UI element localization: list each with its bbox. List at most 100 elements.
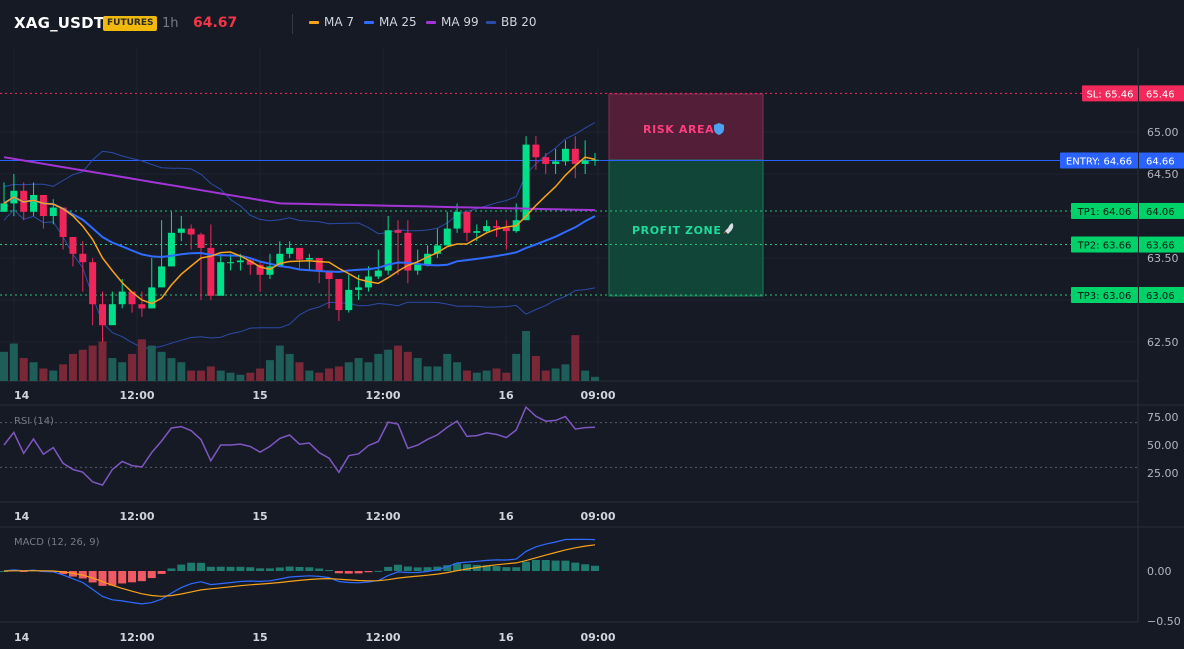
risk-area-zone bbox=[609, 94, 763, 160]
volume-bar bbox=[98, 341, 107, 381]
price-tick-label: 64.50 bbox=[1147, 168, 1179, 181]
volume-bar bbox=[118, 362, 127, 381]
volume-bar bbox=[522, 331, 531, 381]
volume-bar bbox=[354, 358, 363, 381]
ma7-swatch-icon bbox=[309, 20, 319, 24]
macd-histogram-bar bbox=[443, 565, 452, 571]
volume-bar bbox=[334, 366, 343, 381]
entry-tag-text: ENTRY: 64.66 bbox=[1066, 157, 1132, 168]
volume-bar bbox=[541, 370, 550, 381]
bb-upper-line bbox=[3, 122, 596, 235]
level-tags: SL: 65.46 ENTRY: 64.66 TP1: 64.06 TP2: 63.6… bbox=[1060, 85, 1184, 303]
volume-bar bbox=[275, 345, 284, 381]
macd-histogram-bar bbox=[88, 571, 97, 583]
volume-bar bbox=[9, 343, 18, 381]
macd-pane[interactable]: MACD (12, 26, 9) 0.00 −0.50 bbox=[0, 537, 1181, 628]
legend-ma25[interactable]: MA 25 bbox=[364, 15, 417, 29]
candle-body bbox=[0, 203, 8, 212]
sl-tag-text: SL: 65.46 bbox=[1086, 89, 1133, 100]
time-tick-label: 16 bbox=[498, 631, 514, 644]
volume-bar bbox=[78, 349, 87, 381]
candle-body bbox=[187, 228, 195, 235]
trade-zones: RISK AREA PROFIT ZONE bbox=[608, 93, 764, 297]
macd-histogram-bar bbox=[492, 566, 501, 571]
volume-bar bbox=[453, 362, 462, 381]
time-axis-main[interactable]: 14 12:00 15 12:00 16 09:00 bbox=[14, 389, 616, 402]
volume-bar bbox=[0, 351, 8, 381]
futures-badge: FUTURES bbox=[103, 16, 158, 31]
candle-body bbox=[167, 232, 175, 267]
ma99-swatch-icon bbox=[426, 20, 436, 24]
macd-histogram-bar bbox=[256, 568, 265, 571]
candle-body bbox=[69, 237, 77, 254]
macd-histogram-bar bbox=[502, 567, 511, 571]
macd-histogram-bar bbox=[226, 566, 235, 571]
symbol-title[interactable]: XAG_USDT bbox=[14, 14, 105, 32]
ma7-line bbox=[3, 156, 596, 305]
volume-bar bbox=[462, 370, 471, 381]
tp1-tag-text: TP1: 64.06 bbox=[1077, 207, 1132, 218]
macd-histogram-bar bbox=[364, 571, 373, 573]
volume-bar bbox=[157, 351, 166, 381]
volume-bar bbox=[108, 358, 117, 381]
macd-histogram-bar bbox=[325, 570, 334, 572]
volume-bar bbox=[285, 353, 294, 381]
macd-histogram-bar bbox=[128, 571, 137, 583]
candle-body bbox=[374, 270, 382, 277]
candle-body bbox=[581, 160, 589, 164]
rsi-title: RSI (14) bbox=[14, 416, 54, 427]
time-tick-label: 12:00 bbox=[119, 389, 154, 402]
profit-zone-border bbox=[608, 159, 764, 297]
tp3-tag bbox=[1071, 286, 1138, 303]
candle-body bbox=[384, 230, 392, 271]
volume-bar bbox=[581, 370, 590, 381]
candle-body bbox=[325, 270, 333, 279]
macd-histogram-bar bbox=[344, 571, 353, 574]
volume-bar bbox=[325, 368, 334, 381]
ma99-line bbox=[3, 156, 596, 212]
tp1-tag bbox=[1071, 202, 1138, 219]
legend-ma7[interactable]: MA 7 bbox=[309, 15, 354, 29]
legend-bb20[interactable]: BB 20 bbox=[486, 15, 537, 29]
price-tick-label: 65.00 bbox=[1147, 126, 1179, 139]
volume-bar bbox=[256, 368, 265, 381]
macd-histogram-bar bbox=[315, 568, 324, 571]
macd-histogram-bar bbox=[522, 561, 531, 571]
rsi-pane[interactable]: RSI (14) 75.00 50.00 25.00 bbox=[0, 405, 1179, 486]
candle-body bbox=[443, 228, 451, 246]
legend-ma99[interactable]: MA 99 bbox=[426, 15, 479, 29]
price-tick-label: 63.50 bbox=[1147, 252, 1179, 265]
volume-bar bbox=[68, 353, 77, 381]
time-tick-label: 12:00 bbox=[119, 510, 154, 523]
tp2-tag bbox=[1071, 236, 1138, 253]
time-tick-label: 12:00 bbox=[365, 510, 400, 523]
candle-body bbox=[158, 266, 166, 288]
macd-histogram-bar bbox=[285, 566, 294, 571]
macd-histogram-bar bbox=[197, 562, 205, 571]
volume-bar bbox=[39, 368, 48, 381]
time-tick-label: 12:00 bbox=[365, 389, 400, 402]
candle-body bbox=[483, 226, 491, 232]
macd-histogram-bar bbox=[206, 566, 215, 571]
risk-area-label: RISK AREA bbox=[643, 123, 714, 136]
volume-bar bbox=[88, 345, 97, 381]
macd-histogram-bar bbox=[236, 566, 245, 571]
volume-bar bbox=[531, 356, 540, 381]
tp3-price-tag-text: 63.06 bbox=[1146, 291, 1175, 302]
volume-bar bbox=[236, 374, 245, 381]
legend-bb20-label: BB 20 bbox=[501, 15, 537, 29]
candle-body bbox=[424, 253, 432, 265]
candle-body bbox=[335, 279, 343, 311]
macd-histogram-bar bbox=[275, 567, 284, 571]
grid bbox=[0, 48, 1184, 623]
timeframe-label[interactable]: 1h bbox=[162, 16, 179, 31]
profit-zone bbox=[609, 160, 763, 296]
bb20-swatch-icon bbox=[486, 20, 496, 24]
candle-body bbox=[227, 262, 235, 264]
tp2-tag-text: TP2: 63.66 bbox=[1077, 241, 1132, 252]
time-tick-label: 15 bbox=[252, 389, 267, 402]
volume-bar bbox=[403, 351, 412, 381]
volume-bars bbox=[0, 331, 599, 381]
price-axis[interactable]: 65.00 64.50 63.50 62.50 bbox=[1147, 126, 1179, 349]
